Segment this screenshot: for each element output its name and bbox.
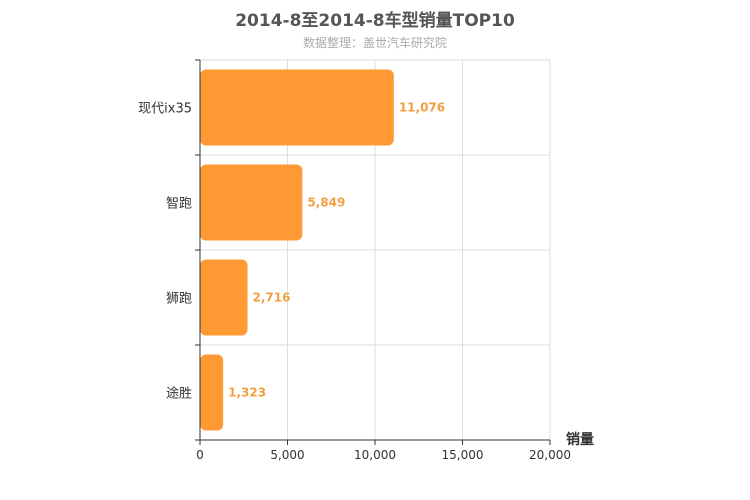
data-label: 5,849 bbox=[307, 196, 345, 210]
chart-subtitle: 数据整理：盖世汽车研究院 bbox=[302, 36, 447, 50]
category-label: 途胜 bbox=[166, 386, 192, 402]
axis-layer bbox=[195, 59, 551, 445]
x-tick-label: 5,000 bbox=[270, 448, 304, 462]
x-tick-label: 20,000 bbox=[529, 448, 571, 462]
bar bbox=[200, 69, 394, 146]
x-axis-label: 销量 bbox=[566, 431, 594, 448]
x-tick-label: 15,000 bbox=[442, 448, 484, 462]
category-label: 狮跑 bbox=[166, 292, 192, 307]
data-label: 1,323 bbox=[228, 386, 266, 400]
bar-layer bbox=[200, 69, 394, 431]
bar bbox=[200, 164, 303, 241]
chart-title: 2014-8至2014-8车型销量TOP10 bbox=[235, 11, 515, 31]
x-tick-label: 10,000 bbox=[354, 448, 396, 462]
bar bbox=[200, 259, 248, 336]
data-label: 2,716 bbox=[253, 291, 291, 305]
x-tick-label: 0 bbox=[196, 448, 204, 462]
bar bbox=[200, 354, 224, 431]
data-label: 11,076 bbox=[399, 101, 445, 115]
category-label: 智跑 bbox=[166, 197, 192, 212]
category-label: 现代ix35 bbox=[138, 102, 192, 117]
